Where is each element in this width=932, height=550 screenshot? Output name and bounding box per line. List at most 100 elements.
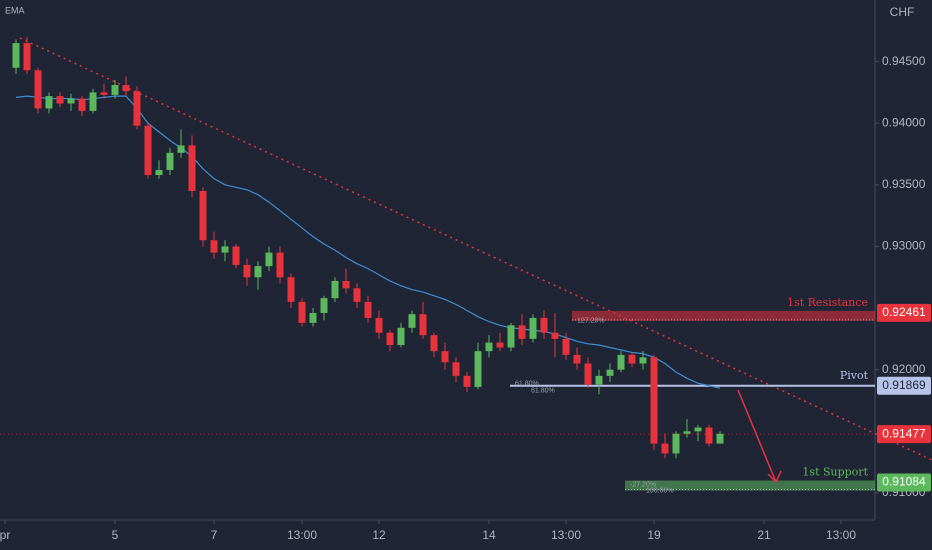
support-price-box <box>877 473 931 492</box>
candle-body <box>452 362 460 376</box>
x-tick-label: 13:00 <box>826 528 856 542</box>
y-tick-label: 0.94500 <box>882 54 926 68</box>
pivot-price-box <box>877 376 931 395</box>
resistance-band <box>572 310 875 321</box>
candle-body <box>408 314 416 328</box>
candle-body <box>672 433 680 454</box>
candle-body <box>166 152 174 171</box>
candle-body <box>518 325 526 339</box>
resistance-price-box <box>877 303 931 322</box>
candle-body <box>639 357 647 364</box>
candle-body <box>298 301 306 323</box>
candle-body <box>705 427 713 444</box>
y-tick-label: 0.93500 <box>882 177 926 191</box>
candle-body <box>342 280 350 289</box>
candle-body <box>496 342 504 348</box>
candle-body <box>210 240 218 253</box>
candle-body <box>320 298 328 313</box>
candle-body <box>221 246 229 253</box>
candle-body <box>606 369 614 376</box>
support-price-label: 0.91084 <box>882 475 926 489</box>
fib-label: 127.20% <box>577 318 605 325</box>
y-tick-label: 0.92000 <box>882 362 926 376</box>
candle-body <box>353 288 361 302</box>
candle-body <box>441 351 449 363</box>
candle-body <box>155 170 163 175</box>
x-tick-label: 13:00 <box>551 528 581 542</box>
candle-body <box>661 443 669 454</box>
candle-body <box>100 92 108 95</box>
x-tick-label: 12 <box>372 528 386 542</box>
resistance-name: 1st Resistance <box>787 296 868 309</box>
candle-body <box>12 43 20 68</box>
candle-body <box>562 338 570 355</box>
candle-body <box>243 264 251 278</box>
candle-body <box>419 314 427 336</box>
y-tick-label: 0.93000 <box>882 239 926 253</box>
candle-body <box>265 252 273 267</box>
candle-body <box>34 70 42 109</box>
candle-body <box>529 317 537 339</box>
candle-body <box>617 354 625 370</box>
resistance-price-label: 0.92461 <box>882 305 926 319</box>
candle-body <box>199 190 207 241</box>
candle-body <box>650 357 658 444</box>
candle-body <box>551 332 559 339</box>
candle-body <box>89 92 97 111</box>
candle-body <box>144 125 152 175</box>
forecast-arrow <box>737 389 782 484</box>
candle-body <box>67 98 75 104</box>
candle-body <box>474 351 482 387</box>
candle-body <box>45 96 53 109</box>
candle-body <box>232 246 240 265</box>
support-name: 1st Support <box>802 466 868 479</box>
candle-body <box>584 363 592 385</box>
indicator-label: EMA <box>5 5 25 15</box>
candle-body <box>188 145 196 191</box>
candle-body <box>78 98 86 111</box>
x-tick-label: pr <box>0 528 10 542</box>
candle-body <box>111 85 119 95</box>
candle-body <box>23 43 31 71</box>
candle-body <box>122 85 130 92</box>
x-tick-label: 13:00 <box>287 528 317 542</box>
fib-label: 61.80% <box>515 381 539 388</box>
last-price-label: 0.91477 <box>882 426 926 440</box>
candle-body <box>309 312 317 323</box>
ema-line <box>15 95 721 389</box>
candle-body <box>430 335 438 352</box>
candle-body <box>463 375 471 387</box>
x-tick-label: 21 <box>757 528 771 542</box>
candle-body <box>133 91 141 126</box>
y-tick-label: 0.94000 <box>882 115 926 129</box>
candle-body <box>595 375 603 385</box>
fib-label: 100.00% <box>646 487 674 494</box>
x-tick-label: 7 <box>211 528 218 542</box>
candle-body <box>694 427 702 432</box>
pivot-price-label: 0.91869 <box>882 378 926 392</box>
candle-body <box>375 317 383 333</box>
candle-body <box>683 431 691 434</box>
candle-body <box>716 433 724 444</box>
x-tick-label: 5 <box>112 528 119 542</box>
candle-body <box>507 325 515 348</box>
last-price-box <box>877 425 931 444</box>
support-band <box>625 480 875 491</box>
candle-body <box>397 327 405 346</box>
candle-body <box>177 145 185 153</box>
x-tick-label: 19 <box>647 528 661 542</box>
candle-body <box>573 354 581 364</box>
candle-body <box>386 332 394 346</box>
fib-label: 61.80% <box>531 388 555 395</box>
candle-body <box>254 266 262 278</box>
candle-body <box>364 301 372 318</box>
candle-body <box>331 280 339 299</box>
fib-label: -27.20% <box>630 481 656 488</box>
pivot-name: Pivot <box>840 369 869 382</box>
currency-label: CHF <box>890 5 915 19</box>
candle-body <box>287 277 295 302</box>
candle-body <box>540 317 548 333</box>
candle-body <box>276 252 284 278</box>
